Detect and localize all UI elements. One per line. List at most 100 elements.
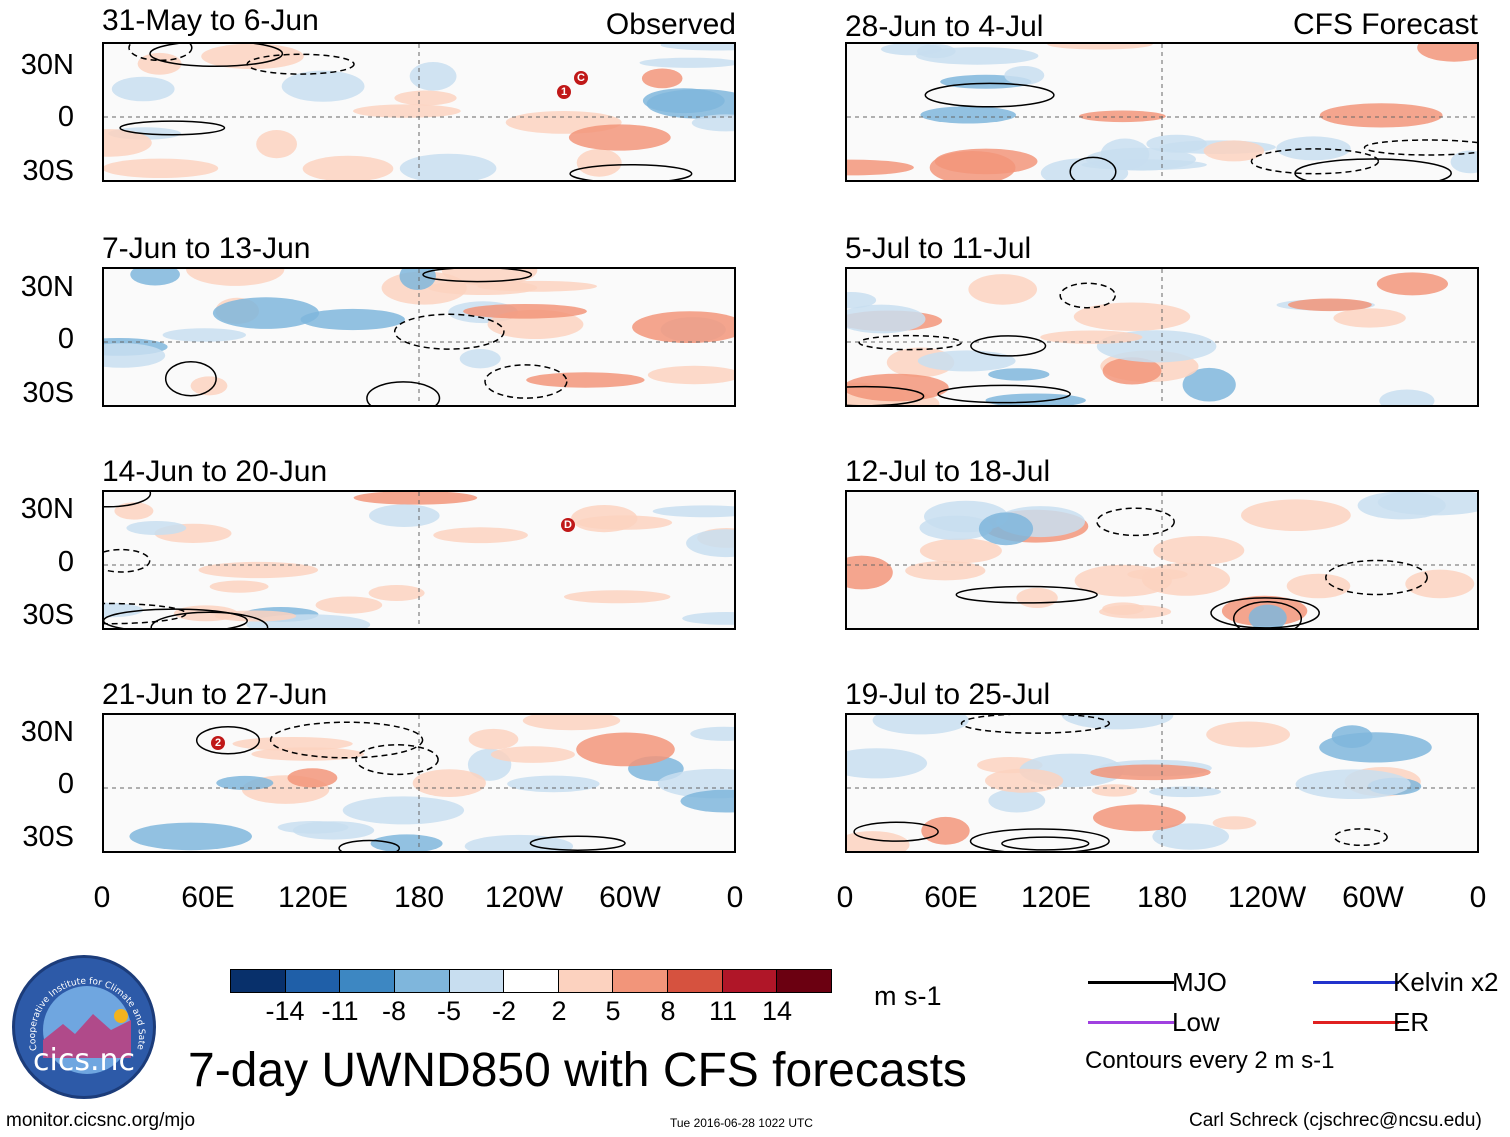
legend-note: Contours every 2 m s-1 bbox=[1085, 1047, 1335, 1074]
mjo-contour bbox=[484, 364, 568, 399]
storm-marker: D bbox=[561, 518, 575, 532]
anomaly-shading bbox=[1379, 389, 1435, 405]
anomaly-shading bbox=[137, 52, 182, 75]
mjo-contour bbox=[924, 82, 1055, 108]
lon-tick: 60W bbox=[599, 881, 661, 914]
lon-tick: 0 bbox=[726, 881, 744, 914]
anomaly-shading bbox=[1073, 302, 1191, 331]
anomaly-shading bbox=[917, 350, 1016, 372]
anomaly-shading bbox=[212, 297, 320, 329]
mjo-contour bbox=[1210, 597, 1320, 628]
lon-tick: 60E bbox=[924, 881, 978, 914]
mjo-contour bbox=[1096, 507, 1175, 537]
colorbar-segment bbox=[394, 970, 450, 992]
anomaly-shading bbox=[1102, 357, 1162, 385]
lat-tick: 30S bbox=[22, 821, 74, 853]
anomaly-shading bbox=[639, 57, 734, 68]
mjo-contour bbox=[149, 44, 284, 68]
mjo-contour bbox=[1069, 156, 1117, 180]
lon-tick: 120E bbox=[277, 881, 349, 914]
anomaly-shading bbox=[568, 124, 671, 151]
colorbar-segment bbox=[613, 970, 669, 992]
anomaly-shading bbox=[129, 822, 252, 851]
anomaly-shading bbox=[1333, 308, 1406, 328]
mjo-contour bbox=[338, 839, 401, 851]
mjo-contour bbox=[1232, 601, 1303, 628]
colorbar-segment bbox=[504, 970, 559, 992]
anomaly-shading bbox=[1295, 769, 1411, 799]
panel-title: 28-Jun to 4-Jul bbox=[845, 10, 1044, 43]
anomaly-shading bbox=[1206, 721, 1290, 748]
anomaly-shading bbox=[690, 726, 734, 741]
anomaly-shading bbox=[526, 372, 645, 388]
mjo-contour bbox=[104, 608, 248, 628]
storm-marker: 1 bbox=[557, 85, 571, 99]
map-field bbox=[847, 492, 1477, 628]
anomaly-shading bbox=[1357, 492, 1446, 520]
mjo-contour bbox=[104, 492, 152, 508]
anomaly-shading bbox=[1146, 134, 1207, 153]
lon-tick: 120E bbox=[1020, 881, 1092, 914]
observed-label: Observed bbox=[605, 8, 736, 41]
map-field bbox=[847, 44, 1477, 180]
lat-tick: 30N bbox=[20, 493, 74, 525]
anomaly-shading bbox=[1417, 44, 1477, 62]
colorbar-tick: -11 bbox=[321, 996, 359, 1026]
anomaly-shading bbox=[660, 44, 734, 51]
anomaly-shading bbox=[209, 580, 269, 593]
map-panel-observed-2 bbox=[102, 267, 736, 407]
legend-label: ER bbox=[1393, 1007, 1430, 1037]
anomaly-shading bbox=[1004, 66, 1045, 85]
mjo-contour bbox=[569, 163, 693, 180]
mjo-contour bbox=[119, 120, 226, 136]
anomaly-shading bbox=[302, 155, 394, 180]
anomaly-shading bbox=[919, 515, 993, 540]
anomaly-shading bbox=[576, 732, 675, 767]
anomaly-shading bbox=[104, 158, 219, 178]
anomaly-shading bbox=[1450, 150, 1477, 174]
anomaly-shading bbox=[399, 269, 436, 290]
anomaly-shading bbox=[342, 796, 465, 825]
anomaly-shading bbox=[934, 148, 1038, 175]
mjo-contour bbox=[1333, 828, 1388, 847]
anomaly-shading bbox=[162, 328, 246, 342]
map-panel-observed-3 bbox=[102, 490, 736, 630]
anomaly-shading bbox=[292, 821, 375, 840]
anomaly-shading bbox=[919, 538, 1002, 564]
anomaly-shading bbox=[190, 376, 228, 396]
legend-label: MJO bbox=[1172, 967, 1227, 997]
anomaly-shading bbox=[464, 834, 574, 851]
map-field bbox=[104, 492, 734, 628]
map-panel-forecast-1 bbox=[845, 42, 1479, 182]
mjo-contour bbox=[246, 53, 355, 75]
anomaly-shading bbox=[353, 492, 478, 505]
anomaly-shading bbox=[459, 349, 501, 369]
lat-tick: 0 bbox=[57, 768, 74, 800]
lat-tick: 30S bbox=[22, 599, 74, 631]
map-field bbox=[847, 269, 1477, 405]
lon-tick: 120W bbox=[484, 881, 564, 914]
mjo-contour bbox=[355, 744, 439, 776]
anomaly-shading bbox=[632, 311, 734, 343]
anomaly-shading bbox=[1152, 823, 1229, 850]
anomaly-shading bbox=[428, 280, 538, 295]
anomaly-shading bbox=[468, 728, 519, 750]
footer-author: Carl Schreck (cjschrec@ncsu.edu) bbox=[1189, 1110, 1482, 1131]
anomaly-shading bbox=[201, 44, 304, 70]
storm-marker-label: D bbox=[564, 519, 572, 531]
anomaly-shading bbox=[1149, 786, 1222, 798]
colorbar-tick: -2 bbox=[491, 996, 517, 1026]
anomaly-shading bbox=[490, 746, 575, 763]
anomaly-shading bbox=[186, 269, 285, 286]
mjo-contour bbox=[847, 385, 925, 405]
footer-url[interactable]: monitor.cicsnc.org/mjo bbox=[6, 1110, 196, 1131]
anomaly-shading bbox=[576, 148, 622, 177]
anomaly-shading bbox=[130, 269, 180, 286]
lon-tick: 0 bbox=[1469, 881, 1487, 914]
anomaly-shading bbox=[1319, 103, 1443, 128]
colorbar-segment bbox=[668, 970, 723, 992]
colorbar-tick: 2 bbox=[551, 996, 567, 1026]
colorbar-tick: 8 bbox=[660, 996, 676, 1026]
anomaly-shading bbox=[647, 365, 734, 385]
legend-line-mjo bbox=[1088, 981, 1174, 984]
